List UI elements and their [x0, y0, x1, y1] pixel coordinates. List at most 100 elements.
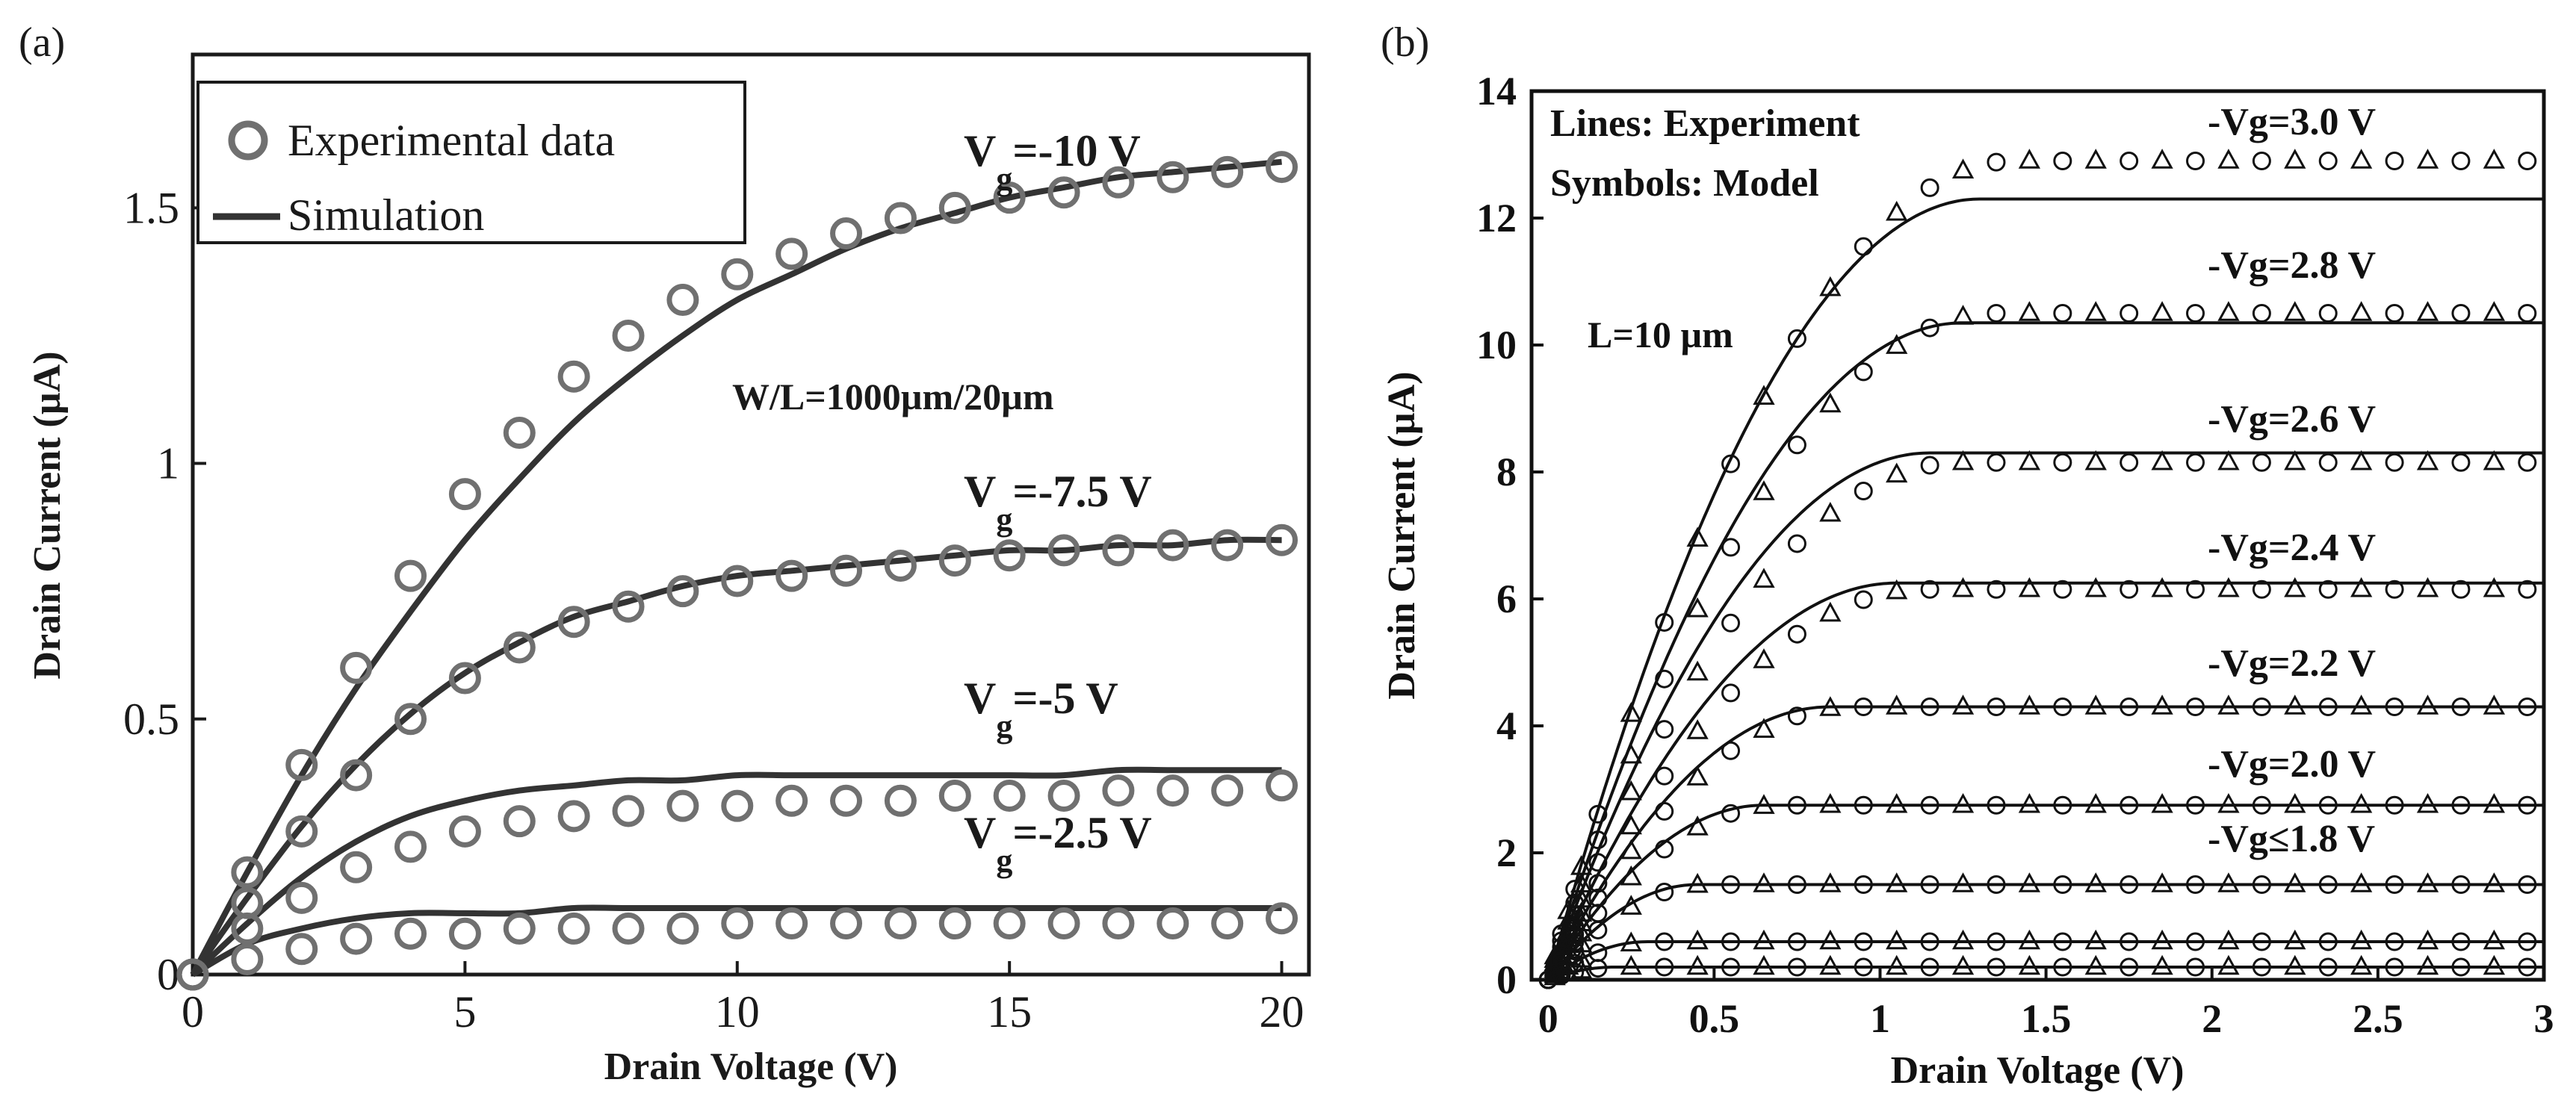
- model-point-circle: [1721, 613, 1741, 633]
- model-point-circle: [1920, 318, 1939, 338]
- panel-a-annotation: W/L=1000µm/20µm: [732, 376, 1054, 417]
- model-point-triangle: [1819, 501, 1842, 522]
- model-point-circle: [1787, 706, 1806, 726]
- experimental-point: [884, 907, 917, 940]
- model-point-triangle: [2416, 301, 2439, 321]
- model-point-triangle: [2151, 450, 2173, 470]
- model-point-circle: [1552, 966, 1571, 985]
- panel-a-xlabel: Drain Voltage (V): [604, 1045, 898, 1088]
- experiment-line-4: [1546, 581, 2544, 981]
- model-point-triangle: [2084, 872, 2107, 892]
- model-point-triangle: [2084, 954, 2107, 975]
- experimental-point: [721, 258, 754, 290]
- y-tick-label: 10: [1476, 323, 1517, 367]
- y-tick-label: 12: [1476, 196, 1517, 240]
- x-tick-label: 5: [453, 987, 476, 1037]
- experimental-point: [1266, 902, 1298, 935]
- x-tick-label: 3: [2534, 996, 2554, 1041]
- model-point-circle: [2518, 932, 2537, 951]
- model-point-circle: [2186, 453, 2205, 472]
- model-point-circle: [1655, 839, 1674, 859]
- experimental-point: [340, 651, 373, 684]
- model-point-triangle: [2084, 149, 2107, 169]
- model-point-triangle: [1819, 392, 1842, 413]
- model-point-circle: [2252, 152, 2271, 170]
- model-point-circle: [2053, 957, 2072, 977]
- simulation-line-2: [190, 536, 1282, 977]
- model-point-circle: [2518, 795, 2537, 815]
- series-label-7: -Vg≤1.8 V: [2208, 818, 2375, 860]
- model-point-circle: [2385, 795, 2404, 815]
- experimental-point: [1157, 161, 1189, 193]
- y-tick-label: 1.5: [123, 183, 179, 232]
- experimental-point: [666, 912, 699, 945]
- experimental-point: [666, 284, 699, 317]
- model-point-circle: [2053, 697, 2072, 716]
- experiment-line-6: [1546, 804, 2544, 981]
- model-point-triangle: [2350, 695, 2373, 715]
- model-point-circle: [2318, 580, 2338, 599]
- experimental-point: [666, 575, 699, 608]
- model-point-circle: [1920, 795, 1939, 815]
- y-tick-label: 1: [157, 439, 179, 488]
- model-point-circle: [1588, 830, 1608, 850]
- series-label-1: Vg=-10 V: [964, 126, 1141, 197]
- model-point-triangle: [2284, 450, 2306, 470]
- model-point-triangle: [2151, 792, 2173, 813]
- series-label-6: -Vg=2.0 V: [2208, 743, 2376, 786]
- model-point-circle: [1721, 875, 1741, 894]
- experimental-point: [448, 662, 481, 695]
- experimental-point: [285, 748, 318, 781]
- model-point-triangle: [1620, 814, 1642, 835]
- model-point-triangle: [2018, 577, 2041, 597]
- panel-b-annotation: L=10 µm: [1588, 314, 1733, 355]
- model-point-circle: [2120, 453, 2139, 472]
- model-point-triangle: [2084, 577, 2107, 597]
- model-point-circle: [1565, 893, 1585, 913]
- simulation-line-1: [190, 158, 1282, 976]
- experimental-point: [231, 912, 264, 945]
- model-point-triangle: [1951, 695, 1975, 715]
- model-point-circle: [2120, 875, 2139, 894]
- experimental-point: [938, 544, 971, 577]
- panel-a-points: [176, 151, 1298, 991]
- experimental-point: [1211, 774, 1244, 807]
- experimental-point: [1157, 774, 1189, 807]
- model-point-triangle: [1686, 815, 1709, 836]
- model-point-circle: [2318, 152, 2338, 170]
- model-point-triangle: [2151, 929, 2173, 950]
- model-point-triangle: [2284, 149, 2306, 169]
- experiment-line-5: [1546, 705, 2544, 981]
- model-point-circle: [1655, 720, 1674, 739]
- model-point-triangle: [1686, 719, 1709, 739]
- model-point-circle: [2318, 957, 2338, 977]
- model-point-triangle: [2217, 577, 2240, 597]
- panel-a-ticks: 0 5 10 15 20 0 0.5 1 1.5: [123, 183, 1304, 1037]
- panel-b-plot-frame: [1529, 89, 2546, 982]
- experimental-point: [993, 539, 1026, 572]
- model-point-triangle: [1951, 954, 1975, 975]
- series-label-3: Vg=-5 V: [964, 674, 1118, 745]
- model-point-circle: [1787, 957, 1806, 977]
- model-point-triangle: [1620, 839, 1642, 860]
- model-point-circle: [1920, 957, 1939, 977]
- model-point-triangle: [1570, 901, 1593, 922]
- model-point-triangle: [1544, 965, 1566, 986]
- experimental-point: [938, 779, 971, 812]
- model-point-circle: [1588, 874, 1608, 893]
- model-point-triangle: [2284, 792, 2306, 813]
- experimental-point: [938, 191, 971, 224]
- experimental-point: [557, 912, 590, 945]
- model-point-circle: [2518, 875, 2537, 894]
- experimental-point: [394, 917, 427, 950]
- model-point-triangle: [2350, 450, 2373, 470]
- model-point-triangle: [1886, 929, 1908, 950]
- experimental-point: [830, 907, 863, 940]
- panel-a-ylabel: Drain Current (µA): [26, 351, 69, 679]
- model-point-triangle: [1951, 158, 1975, 178]
- series-label-4: Vg=-2.5 V: [964, 808, 1152, 879]
- model-point-triangle: [1886, 954, 1908, 975]
- model-point-triangle: [2350, 301, 2373, 321]
- model-point-triangle: [2084, 792, 2107, 813]
- panel-b-xlabel: Drain Voltage (V): [1891, 1049, 2185, 1092]
